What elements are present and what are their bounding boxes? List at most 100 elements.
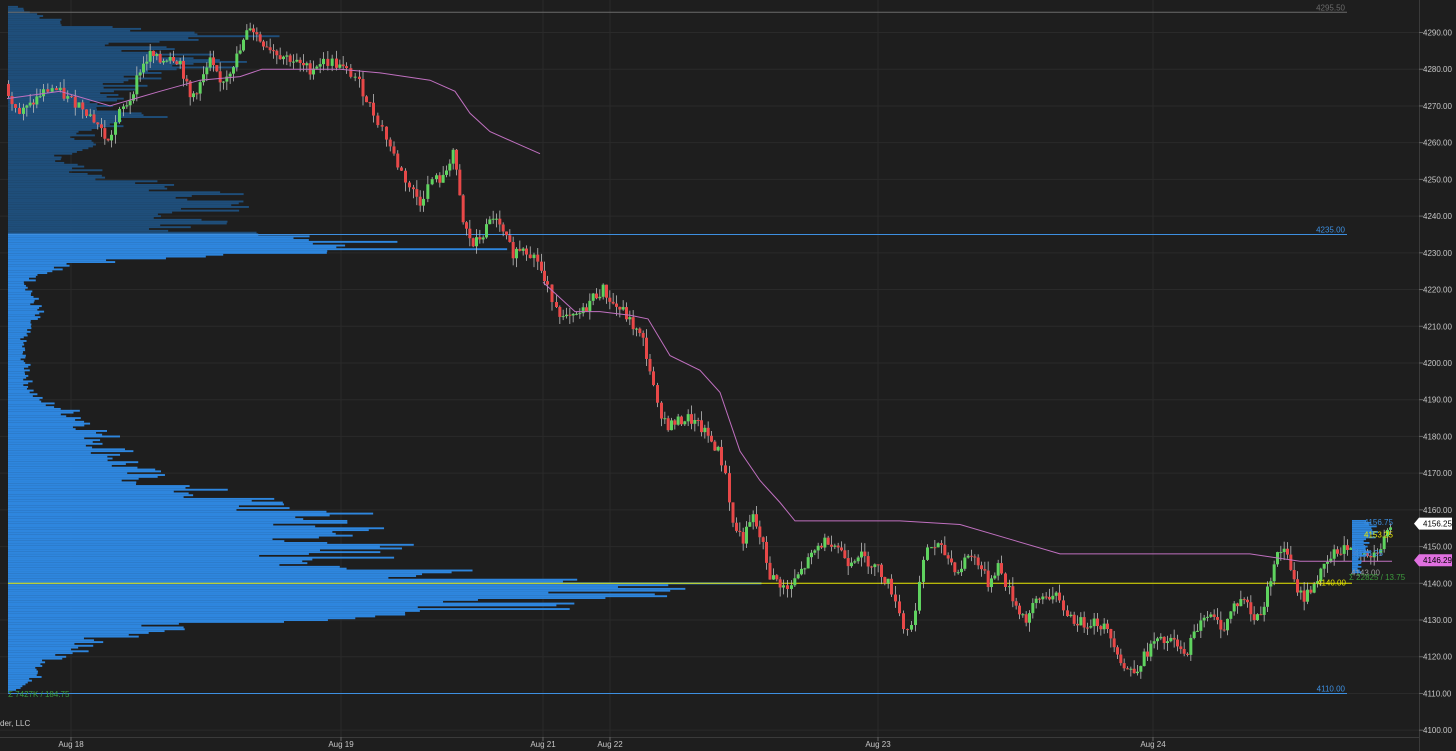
profile-bar [8, 294, 31, 297]
candle-up [330, 58, 334, 66]
candle-up [1159, 636, 1163, 639]
profile-bar [8, 152, 73, 155]
candle-up [575, 313, 578, 315]
profile-bar [8, 218, 202, 221]
profile-bar [8, 690, 9, 693]
candle-down [195, 93, 199, 95]
date-label: Aug 24 [1140, 740, 1166, 749]
candle-up [772, 575, 775, 580]
session-profile-stat: Σ 22825 / 13.75 [1349, 573, 1406, 582]
profile-bar [8, 101, 90, 104]
session-profile-bar [1352, 527, 1372, 530]
candle-up [35, 96, 39, 105]
profile-bar [8, 564, 280, 566]
candle-down [625, 307, 628, 320]
profile-bar [8, 42, 109, 45]
profile-bar [8, 215, 161, 218]
candle-up [475, 237, 478, 247]
profile-bar [8, 453, 121, 456]
session-profile-bar [1352, 567, 1358, 570]
candle-up [338, 64, 342, 68]
candle-down [55, 88, 58, 91]
candle-up [318, 64, 322, 67]
candle-down [361, 79, 365, 97]
price-axis[interactable]: 4100.00 4110.00 4120.00 4130.00 4140.00 4150.… [1419, 29, 1452, 736]
candle-up [1379, 549, 1383, 553]
date-axis[interactable]: Aug 18 Aug 19 Aug 21 Aug 22 Aug 23 Aug 24 [58, 737, 1166, 749]
candle-up [1079, 617, 1083, 626]
candle-down [212, 57, 215, 66]
candle-up [1256, 614, 1259, 621]
candle-down [392, 146, 396, 154]
session-poc-label: 4140.00 [1317, 578, 1346, 587]
candle-up [1102, 623, 1106, 630]
candle-up [813, 550, 817, 553]
candle-up [918, 581, 921, 611]
candle-down [1082, 617, 1086, 628]
profile-bar [8, 154, 55, 157]
candle-down [1236, 603, 1239, 607]
profile-bar [8, 530, 333, 533]
candle-down [1286, 548, 1289, 555]
candle-up [1089, 626, 1093, 628]
profile-bar [8, 92, 101, 95]
profile-bar [8, 81, 124, 84]
candle-down [1011, 586, 1015, 602]
candle-down [933, 547, 937, 549]
profile-bar [8, 183, 175, 186]
session-profile-bar [1352, 554, 1367, 557]
profile-bar [8, 336, 24, 339]
profile-bar [8, 402, 55, 405]
candle-up [578, 313, 582, 315]
candle-up [796, 574, 800, 579]
candle-up [322, 58, 325, 65]
profile-bar [8, 362, 26, 364]
candle-up [886, 578, 890, 584]
candle-up [165, 60, 169, 62]
profile-bar [8, 385, 29, 388]
candle-up [125, 105, 129, 107]
profile-bar [8, 380, 33, 383]
price-tick-label: 4220.00 [1423, 286, 1452, 295]
candle-up [956, 572, 960, 574]
profile-bar [8, 580, 563, 583]
profile-bar [8, 479, 122, 482]
profile-bar [8, 352, 23, 355]
candle-down [595, 293, 598, 299]
candle-down [826, 537, 830, 545]
profile-bar [8, 71, 162, 74]
profile-bar [8, 663, 41, 666]
profile-bar [8, 558, 313, 561]
candle-down [1259, 614, 1263, 616]
session-profile-bar [1352, 523, 1370, 526]
profile-bar [8, 609, 420, 612]
candle-up [1199, 620, 1203, 631]
price-tick-label: 4120.00 [1423, 653, 1452, 662]
profile-bar [8, 518, 304, 521]
candle-down [1004, 573, 1007, 588]
candle-down [986, 570, 990, 588]
profile-bar [8, 519, 348, 522]
profile-bar [8, 345, 23, 348]
candle-down [152, 50, 155, 56]
candle-down [648, 358, 652, 372]
price-marker-label: 4156.25 [1423, 520, 1452, 529]
session-profile-bar [1352, 556, 1360, 559]
profile-bar [8, 37, 189, 40]
candle-down [525, 248, 528, 255]
candle-down [1242, 599, 1246, 601]
profile-bar [8, 182, 136, 185]
session-profile-bar [1352, 543, 1364, 546]
profile-bar [8, 448, 125, 451]
candle-up [128, 100, 132, 106]
candle-down [973, 556, 977, 558]
profile-bar [8, 235, 310, 238]
candle-down [656, 385, 659, 403]
profile-bar [8, 457, 113, 460]
level-label: 4235.00 [1316, 225, 1345, 234]
profile-bar [8, 420, 85, 423]
candle-down [46, 89, 50, 92]
candle-up [561, 316, 565, 318]
candle-up [315, 66, 319, 69]
